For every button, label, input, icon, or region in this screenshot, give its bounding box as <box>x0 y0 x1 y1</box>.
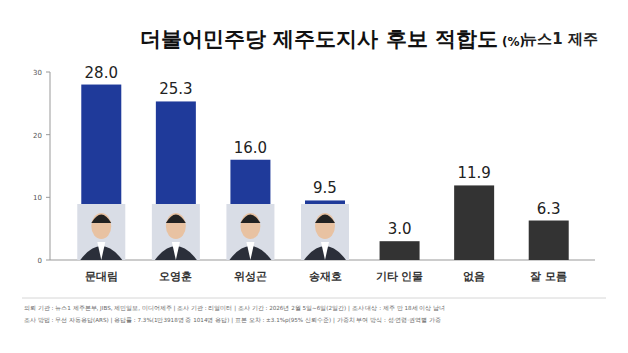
photo-face <box>315 213 335 239</box>
photos <box>77 204 349 260</box>
photo-face <box>166 213 186 239</box>
candidate-photo <box>226 204 274 260</box>
x-tick-label: 없음 <box>463 270 485 283</box>
y-tick <box>46 72 50 73</box>
y-tick-label: 20 <box>33 132 42 140</box>
x-tick-label: 잘 모름 <box>530 270 567 283</box>
y-tick <box>46 197 50 198</box>
y-tick <box>46 134 50 135</box>
data-label: 3.0 <box>388 220 412 238</box>
photo-hair <box>315 215 335 224</box>
bar <box>454 185 494 260</box>
x-tick-label: 송재호 <box>309 270 342 283</box>
photo-frame <box>301 204 349 260</box>
data-label: 6.3 <box>537 200 561 218</box>
footer-rule <box>22 298 606 299</box>
photo-shirt <box>246 242 254 260</box>
data-label: 16.0 <box>234 139 267 157</box>
photo-hair <box>240 215 260 224</box>
photo-shirt <box>172 242 180 260</box>
data-label: 9.5 <box>313 179 337 197</box>
photo-shirt <box>321 242 329 260</box>
y-tick <box>46 260 50 261</box>
x-tick-label: 오영훈 <box>159 270 192 283</box>
y-axis <box>50 72 51 260</box>
y-tick-label: 10 <box>33 194 42 202</box>
photo-frame <box>77 204 125 260</box>
photo-frame <box>152 204 200 260</box>
background <box>0 0 628 353</box>
chart: 더불어민주당 제주도지사 후보 적합도(%)뉴스1 제주010203028.02… <box>0 0 628 353</box>
bar <box>529 221 569 260</box>
footnote: 의뢰 기관 : 뉴스1 제주본부, JIBS, 제민일보, 미디어제주 | 조사… <box>24 305 445 312</box>
data-label: 28.0 <box>85 64 118 82</box>
photo-hair <box>91 215 111 224</box>
photo-shirt <box>97 242 105 260</box>
candidate-photo <box>77 204 125 260</box>
x-tick-label: 기타 인물 <box>376 270 424 283</box>
x-tick-label: 위성곤 <box>234 270 267 283</box>
candidate-photo <box>152 204 200 260</box>
photo-face <box>240 213 260 239</box>
data-label: 11.9 <box>457 164 490 182</box>
bar <box>380 241 420 260</box>
y-tick-label: 0 <box>38 257 42 265</box>
title: 더불어민주당 제주도지사 후보 적합도 <box>140 27 498 51</box>
y-tick-label: 30 <box>33 69 42 77</box>
footnote: 조사 방법 : 무선 자동응답(ARS) | 응답률 : 7.3%(1만3918… <box>24 317 441 324</box>
photo-hair <box>166 215 186 224</box>
photo-face <box>91 213 111 239</box>
bars <box>81 85 568 260</box>
x-tick-label: 문대림 <box>85 270 118 283</box>
data-label: 25.3 <box>159 80 192 98</box>
candidate-photo <box>301 204 349 260</box>
photo-frame <box>226 204 274 260</box>
logo: 뉴스1 제주 <box>522 30 598 48</box>
